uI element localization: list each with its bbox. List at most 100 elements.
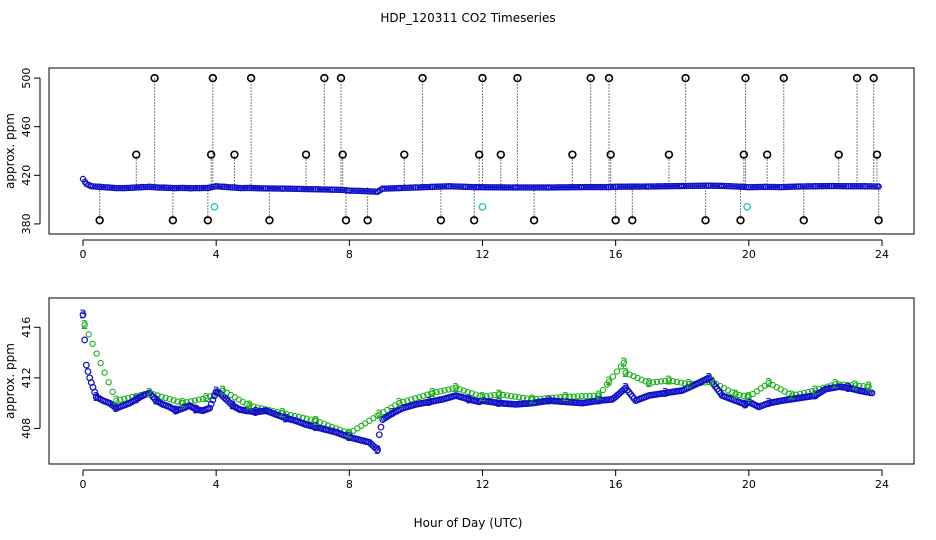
main-point	[333, 186, 340, 193]
main-point	[158, 184, 166, 191]
main-point	[453, 183, 461, 190]
series3-label: 3	[229, 399, 237, 413]
spike-point	[852, 73, 862, 83]
spike-point	[834, 150, 843, 159]
main-point	[567, 184, 575, 191]
series3-label: 3	[132, 392, 140, 406]
series2-point	[452, 384, 460, 392]
series2-label: 2	[479, 390, 487, 404]
main-point	[818, 182, 825, 190]
main-point	[185, 184, 193, 192]
main-point	[820, 182, 827, 190]
series3-point	[84, 368, 92, 375]
main-point	[187, 184, 195, 192]
main-point	[350, 187, 357, 194]
main-point	[387, 185, 394, 192]
main-point	[638, 183, 645, 190]
main-point	[875, 183, 882, 190]
series2-point	[657, 378, 665, 385]
cyan-point	[210, 203, 219, 211]
main-point	[113, 184, 120, 192]
series2-point	[101, 369, 108, 376]
main-point	[381, 185, 388, 192]
bottom-x-tick-label: 4	[213, 478, 220, 491]
spike-point	[701, 216, 710, 225]
series2-point	[441, 387, 448, 394]
bottom-x-tick-label: 16	[609, 478, 623, 491]
main-point	[699, 182, 706, 189]
main-point	[661, 183, 669, 190]
series3-label: 3	[622, 381, 630, 395]
main-point	[853, 183, 860, 190]
main-point	[296, 185, 303, 193]
series2-label: 2	[146, 386, 154, 400]
top-y-tick-label: 380	[20, 213, 33, 234]
series2-label: 2	[732, 387, 740, 401]
main-point	[439, 183, 446, 190]
main-point	[868, 183, 875, 190]
series3-point	[146, 389, 153, 397]
series2-point	[158, 393, 165, 400]
spike-point	[496, 150, 506, 159]
main-point	[285, 185, 292, 192]
main-point	[681, 182, 688, 190]
spike-point	[400, 150, 409, 159]
series2-point	[677, 379, 685, 386]
top-x-tick-label: 8	[346, 248, 353, 261]
main-point	[483, 184, 490, 191]
main-point	[304, 185, 311, 193]
main-point	[503, 184, 510, 191]
main-point	[836, 182, 844, 190]
series2-label: 2	[865, 380, 873, 394]
main-point	[352, 187, 359, 194]
main-point	[845, 183, 852, 190]
series2-point	[396, 399, 403, 407]
main-point	[268, 185, 276, 192]
bottom-x-tick-label: 8	[346, 478, 353, 491]
main-point	[366, 188, 373, 195]
main-point	[524, 184, 531, 191]
spike-point	[799, 216, 808, 225]
main-point	[730, 183, 738, 190]
spike-point	[611, 216, 620, 225]
main-point	[300, 185, 307, 193]
main-point	[745, 184, 753, 191]
main-point	[491, 184, 498, 191]
main-point	[497, 184, 504, 191]
series2-point	[449, 385, 456, 392]
main-point	[805, 183, 812, 190]
series2-point	[85, 331, 92, 338]
main-point	[455, 183, 463, 190]
spike-point	[246, 73, 256, 83]
main-point	[667, 182, 675, 190]
spike-point	[869, 73, 878, 83]
series3-label: 3	[495, 396, 503, 410]
main-point	[614, 183, 621, 190]
main-point	[747, 183, 755, 191]
main-point	[320, 186, 328, 193]
series2-point	[464, 388, 472, 396]
main-point	[557, 184, 565, 191]
main-point	[450, 183, 457, 190]
series2-point	[162, 394, 169, 402]
series2-point	[653, 378, 661, 386]
main-point	[312, 186, 320, 193]
main-point	[612, 183, 619, 190]
series2-label: 2	[312, 414, 320, 428]
series2-label: 2	[852, 378, 860, 392]
series2-point	[495, 391, 503, 398]
spike-point	[341, 216, 351, 225]
main-point	[270, 185, 278, 192]
main-point	[866, 183, 873, 190]
main-point	[695, 182, 702, 189]
main-point	[659, 183, 667, 190]
spike-point	[681, 73, 690, 83]
main-point	[705, 182, 713, 189]
series2-point	[412, 395, 419, 402]
main-point	[179, 184, 187, 192]
main-point	[289, 185, 296, 192]
main-point	[532, 184, 539, 191]
main-point	[385, 185, 392, 192]
main-point	[196, 184, 203, 192]
